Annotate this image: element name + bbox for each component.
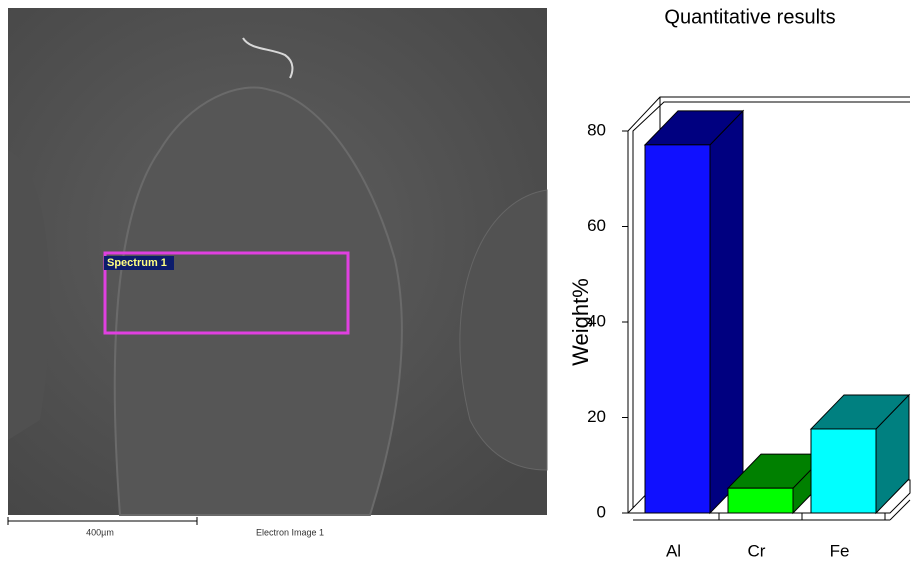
x-tick-label: Fe (830, 541, 850, 560)
spectrum-label-bg (104, 256, 174, 270)
spectrum-region (103, 251, 350, 335)
fiber (242, 37, 294, 79)
y-tick-label: 60 (587, 216, 606, 235)
bar (727, 487, 794, 514)
image-caption: Electron Image 1 (256, 527, 324, 537)
bar-side (709, 109, 744, 515)
y-tick-label: 0 (597, 502, 606, 521)
chart: Quantitative results Weight% 0 20 40 60 80 Al… (568, 6, 911, 560)
y-axis-label: Weight% (568, 278, 593, 366)
y-tick-label: 80 (587, 120, 606, 139)
chart-title: Quantitative results (664, 6, 835, 28)
scale-bar-label: 400µm (86, 527, 114, 537)
floor-front (889, 499, 911, 521)
bar (644, 144, 711, 514)
y-tick-label: 20 (587, 407, 606, 426)
bar (810, 428, 877, 514)
electron-image: Spectrum 1 400µm Electron Image 1 (7, 8, 548, 537)
x-tick-label: Al (666, 541, 681, 560)
spectrum-label: Spectrum 1 (107, 257, 167, 269)
specimen-edge (459, 189, 548, 471)
x-tick-label: Cr (748, 541, 766, 560)
back-wall-inner (632, 101, 910, 513)
y-tick-label: 40 (587, 311, 606, 330)
specimen-edge (8, 150, 50, 440)
specimen (113, 86, 403, 516)
